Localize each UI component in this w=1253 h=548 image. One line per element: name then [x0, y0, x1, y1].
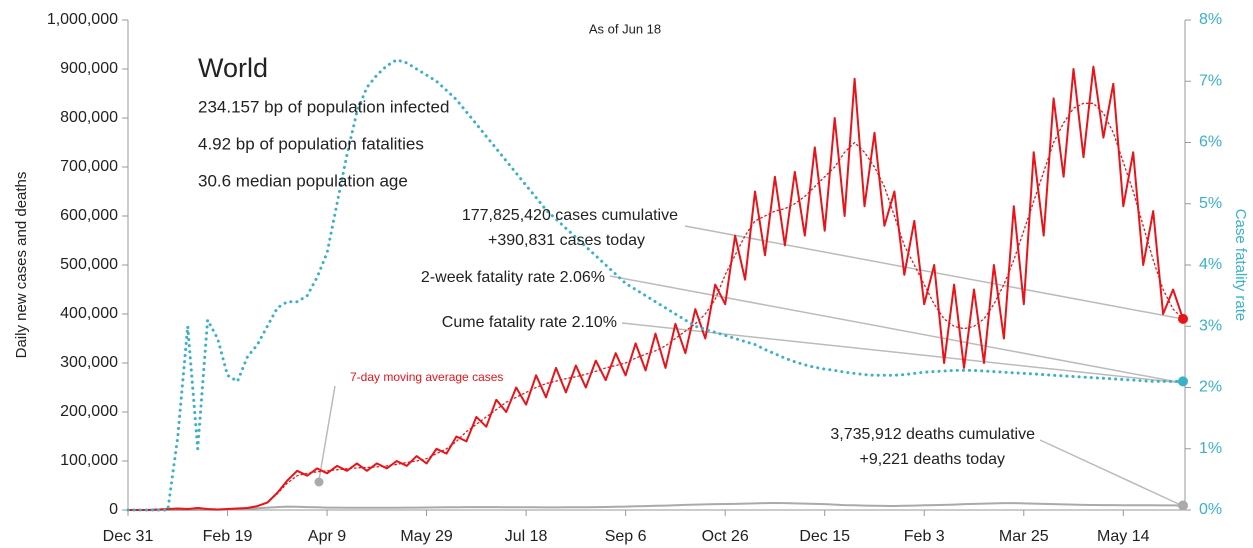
y-tick-label: 500,000 [60, 256, 118, 273]
y2-axis-label: Case fatality rate [1232, 209, 1249, 322]
x-tick-label: Dec 15 [799, 528, 850, 545]
x-tick-label: Feb 3 [904, 528, 945, 545]
y2-tick-label: 0% [1199, 501, 1222, 518]
y-tick-label: 900,000 [60, 60, 118, 77]
x-tick-label: May 29 [400, 528, 453, 545]
y-tick-label: 800,000 [60, 109, 118, 126]
y-tick-label: 600,000 [60, 207, 118, 224]
x-tick-label: Oct 26 [702, 528, 749, 545]
annotation: As of Jun 18 [589, 21, 661, 36]
annotation: 234.157 bp of population infected [198, 97, 449, 116]
y-tick-label: 700,000 [60, 158, 118, 175]
annotation: 30.6 median population age [198, 171, 408, 190]
leader [609, 275, 1184, 384]
y-tick-label: 200,000 [60, 403, 118, 420]
y-tick-label: 1,000,000 [47, 11, 118, 28]
end-marker [1178, 376, 1189, 387]
y2-tick-label: 2% [1199, 379, 1222, 396]
y2-tick-label: 6% [1199, 134, 1222, 151]
end-marker [1178, 500, 1189, 511]
x-tick-label: Mar 25 [999, 528, 1049, 545]
y-tick-label: 100,000 [60, 452, 118, 469]
series-line [127, 502, 1184, 511]
y2-tick-label: 5% [1199, 195, 1222, 212]
y2-tick-label: 3% [1199, 317, 1222, 334]
annotation: 2-week fatality rate 2.06% [421, 269, 605, 286]
y-tick-label: 0 [109, 501, 118, 518]
annotation: 177,825,420 cases cumulative [462, 207, 678, 224]
y-tick-label: 300,000 [60, 354, 118, 371]
y2-tick-label: 8% [1199, 11, 1222, 28]
annotation: 3,735,912 deaths cumulative [830, 426, 1035, 443]
leader [1039, 439, 1184, 507]
leader-dot [314, 477, 324, 487]
x-tick-label: Apr 9 [308, 528, 346, 545]
y-axis-label: Daily new cases and deaths [13, 172, 30, 359]
x-tick-label: Feb 19 [203, 528, 253, 545]
x-tick-label: May 14 [1097, 528, 1150, 545]
annotation: +9,221 deaths today [860, 451, 1005, 468]
series-line [126, 58, 1185, 512]
annotation: 7-day moving average cases [350, 370, 503, 384]
x-tick-label: Dec 31 [103, 528, 154, 545]
annotation: World [198, 53, 268, 83]
y2-tick-label: 7% [1199, 72, 1222, 89]
annotation: 4.92 bp of population fatalities [198, 134, 424, 153]
series-line [127, 65, 1184, 511]
y2-tick-label: 4% [1199, 256, 1222, 273]
x-tick-label: Jul 18 [505, 528, 548, 545]
y2-tick-label: 1% [1199, 440, 1222, 457]
leader [621, 322, 1184, 384]
leaders [314, 225, 1184, 507]
leader [318, 385, 336, 481]
series-line [127, 102, 1184, 511]
annotation: +390,831 cases today [488, 232, 645, 249]
annotation: Cume fatality rate 2.10% [442, 314, 617, 331]
x-tick-label: Sep 6 [605, 528, 647, 545]
y-tick-label: 400,000 [60, 305, 118, 322]
